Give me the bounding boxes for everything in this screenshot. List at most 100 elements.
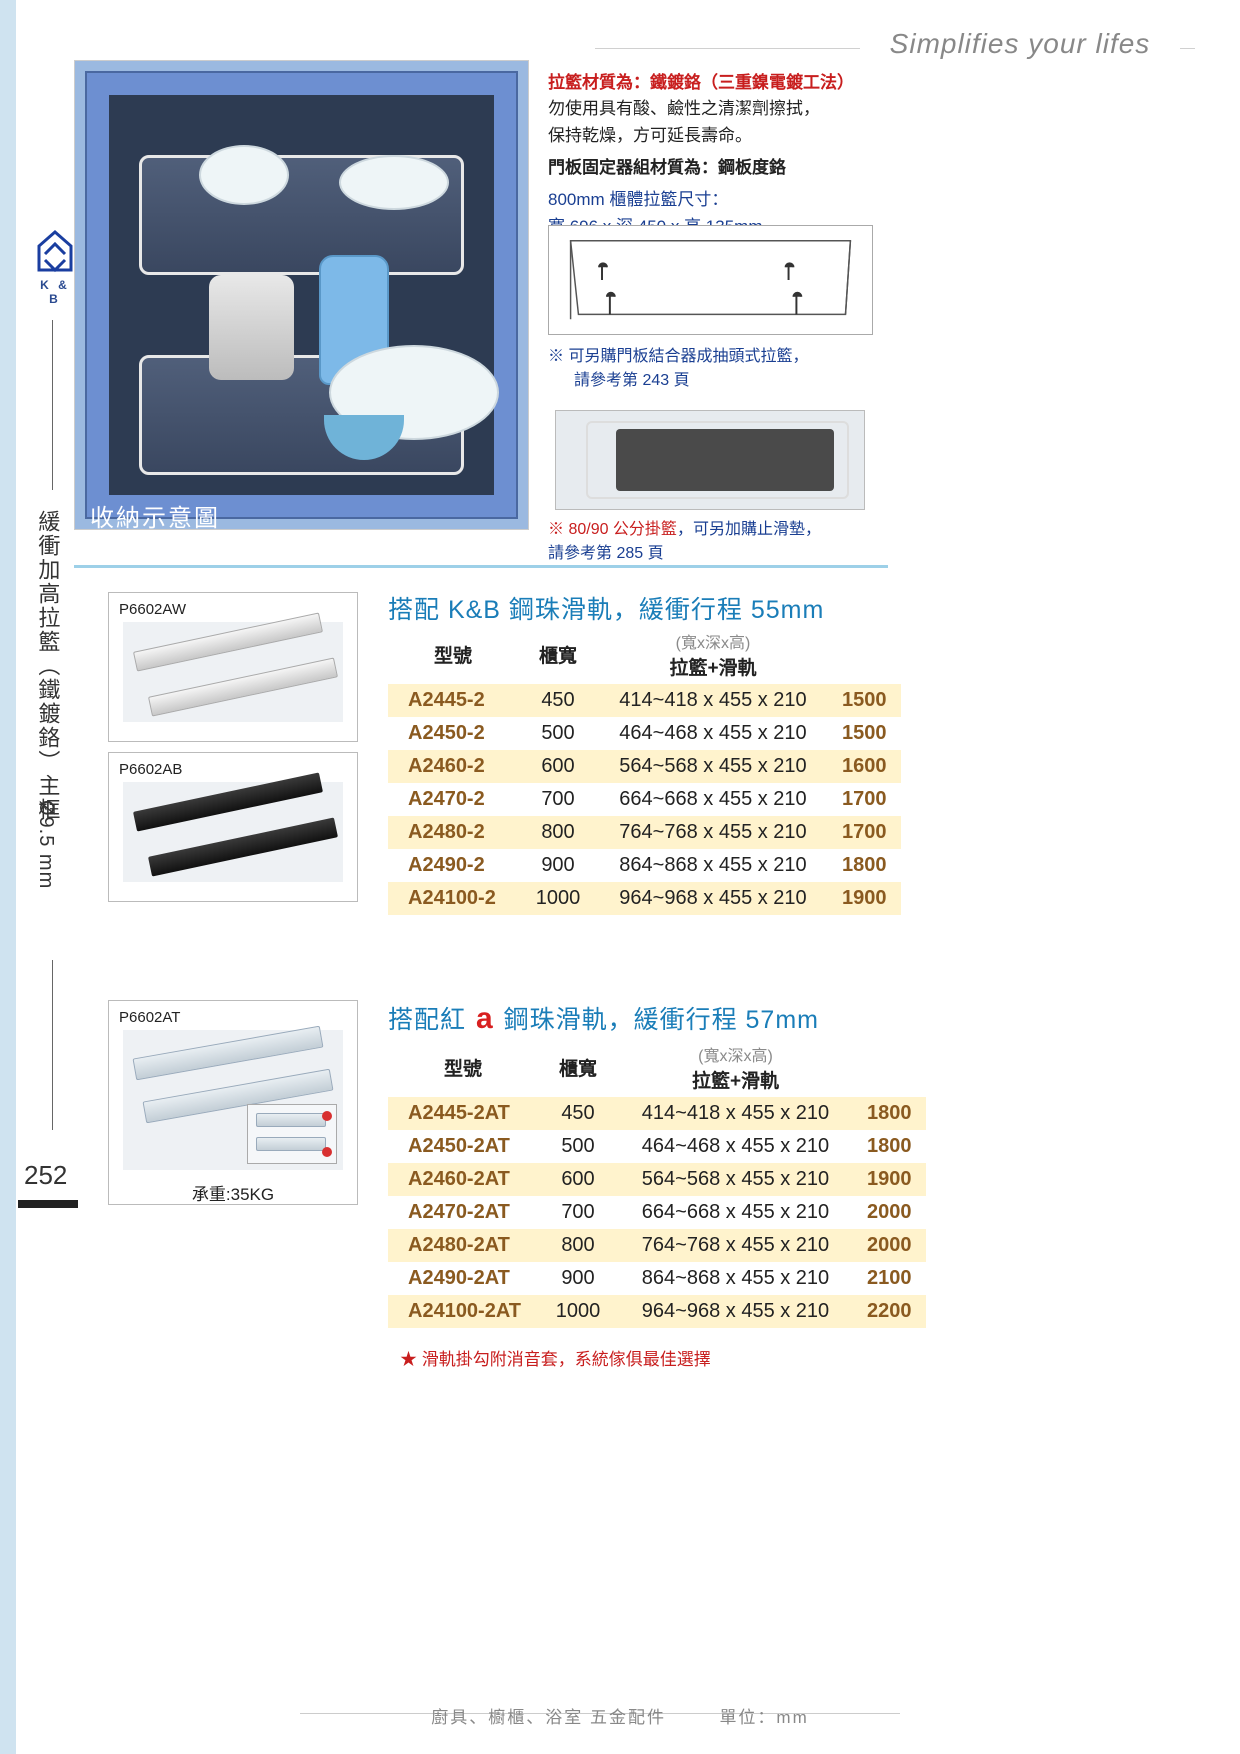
cell-price: 1800 (853, 1097, 926, 1130)
table-row: A2470-2700664~668 x 455 x 2101700 (388, 783, 901, 816)
cell-dim: 464~468 x 455 x 210 (618, 1130, 853, 1163)
cell-model: A2460-2AT (388, 1163, 538, 1196)
cell-model: A2450-2 (388, 717, 518, 750)
cell-price: 2200 (853, 1295, 926, 1328)
table-row: A2450-2AT500464~468 x 455 x 2101800 (388, 1130, 926, 1163)
cell-model: A2450-2AT (388, 1130, 538, 1163)
table-row: A2445-2450414~418 x 455 x 2101500 (388, 684, 901, 717)
cell-model: A2480-2 (388, 816, 518, 849)
margin-bar (0, 0, 16, 1754)
material-value: 鐵鍍鉻（三重鎳電鍍工法） (650, 73, 854, 92)
hero-caption: 收納示意圖 (90, 498, 220, 533)
cell-price: 1900 (853, 1163, 926, 1196)
cell-price: 1700 (828, 816, 901, 849)
cell-width: 500 (518, 717, 598, 750)
table-row: A24100-21000964~968 x 455 x 2101900 (388, 882, 901, 915)
side-rule (52, 960, 53, 1130)
cell-width: 600 (518, 750, 598, 783)
page-tick (18, 1200, 78, 1208)
cell-price: 1500 (828, 684, 901, 717)
cell-model: A24100-2 (388, 882, 518, 915)
table-row: A24100-2AT1000964~968 x 455 x 2102200 (388, 1295, 926, 1328)
spec-table-2: 型號 櫃寬 (寬x深x高)拉籃+滑軌 A2445-2AT450414~418 x… (388, 1038, 926, 1328)
col-model: 型號 (388, 1038, 538, 1097)
cell-price: 2000 (853, 1229, 926, 1262)
table-row: A2445-2AT450414~418 x 455 x 2101800 (388, 1097, 926, 1130)
table-row: A2460-2600564~568 x 455 x 2101600 (388, 750, 901, 783)
table-row: A2490-2900864~868 x 455 x 2101800 (388, 849, 901, 882)
cell-model: A2490-2 (388, 849, 518, 882)
table-row: A2480-2800764~768 x 455 x 2101700 (388, 816, 901, 849)
cell-width: 450 (518, 684, 598, 717)
cell-price: 1600 (828, 750, 901, 783)
cell-model: A2445-2 (388, 684, 518, 717)
table1-title: 搭配 K&B 鋼珠滑軌，緩衝行程 55mm (388, 590, 824, 626)
header-slogan: Simplifies your lifes (860, 28, 1180, 60)
cell-width: 700 (538, 1196, 618, 1229)
warning-line: 勿使用具有酸、鹼性之清潔劑擦拭， (548, 96, 878, 122)
cell-price: 1800 (853, 1130, 926, 1163)
section-divider (74, 565, 888, 568)
size-label: 800mm 櫃體拉籃尺寸： (548, 187, 878, 213)
cell-width: 900 (538, 1262, 618, 1295)
cell-width: 500 (538, 1130, 618, 1163)
spec-table-1: 型號 櫃寬 (寬x深x高)拉籃+滑軌 A2445-2450414~418 x 4… (388, 625, 901, 915)
cell-price: 1900 (828, 882, 901, 915)
cell-dim: 464~468 x 455 x 210 (598, 717, 828, 750)
cell-dim: 664~668 x 455 x 210 (598, 783, 828, 816)
cell-width: 900 (518, 849, 598, 882)
mat-thumbnail (555, 410, 865, 510)
cell-price: 2000 (853, 1196, 926, 1229)
info-block: 拉籃材質為：鐵鍍鉻（三重鎳電鍍工法） 勿使用具有酸、鹼性之清潔劑擦拭， 保持乾燥… (548, 70, 878, 240)
cell-dim: 414~418 x 455 x 210 (598, 684, 828, 717)
cell-width: 800 (538, 1229, 618, 1262)
col-model: 型號 (388, 625, 518, 684)
cell-model: A24100-2AT (388, 1295, 538, 1328)
cell-dim: 964~968 x 455 x 210 (598, 882, 828, 915)
cell-dim: 864~868 x 455 x 210 (598, 849, 828, 882)
cell-model: A2470-2AT (388, 1196, 538, 1229)
cell-dim: 864~868 x 455 x 210 (618, 1262, 853, 1295)
info-note-1: ※ 可另購門板結合器成抽頭式拉籃， 請參考第 243 頁 (548, 345, 878, 393)
hero-image (74, 60, 529, 530)
brand-logo: K & B (32, 230, 78, 306)
cell-dim: 564~568 x 455 x 210 (598, 750, 828, 783)
cell-width: 700 (518, 783, 598, 816)
cell-price: 2100 (853, 1262, 926, 1295)
cell-dim: 964~968 x 455 x 210 (618, 1295, 853, 1328)
cell-dim: 764~768 x 455 x 210 (618, 1229, 853, 1262)
cell-price: 1800 (828, 849, 901, 882)
col-width: 櫃寬 (538, 1038, 618, 1097)
cell-dim: 414~418 x 455 x 210 (618, 1097, 853, 1130)
cell-dim: 764~768 x 455 x 210 (598, 816, 828, 849)
cell-model: A2480-2AT (388, 1229, 538, 1262)
footer: 廚具、櫥櫃、浴室 五金配件 單位：mm (0, 1703, 1240, 1728)
slide-card: P6602AW (108, 592, 358, 742)
table-row: A2470-2AT700664~668 x 455 x 2102000 (388, 1196, 926, 1229)
cell-dim: 664~668 x 455 x 210 (618, 1196, 853, 1229)
table-row: A2490-2AT900864~868 x 455 x 2102100 (388, 1262, 926, 1295)
brand-name: K & B (32, 278, 78, 306)
col-width: 櫃寬 (518, 625, 598, 684)
cell-price: 1700 (828, 783, 901, 816)
cell-model: A2445-2AT (388, 1097, 538, 1130)
cell-model: A2470-2 (388, 783, 518, 816)
card-label: P6602AT (119, 1009, 347, 1026)
material-label: 拉籃材質為： (548, 73, 650, 92)
col-dim: (寬x深x高)拉籃+滑軌 (598, 625, 828, 684)
cell-width: 600 (538, 1163, 618, 1196)
table-row: A2450-2500464~468 x 455 x 2101500 (388, 717, 901, 750)
card-caption: 承重:35KG (109, 1180, 357, 1211)
cell-width: 1000 (518, 882, 598, 915)
cell-model: A2460-2 (388, 750, 518, 783)
table-row: A2460-2AT600564~568 x 455 x 2101900 (388, 1163, 926, 1196)
section-title-vertical: 緩衝加高拉籃（鐵鍍鉻）主框 (34, 510, 60, 822)
table-row: A2480-2AT800764~768 x 455 x 2102000 (388, 1229, 926, 1262)
side-rule (52, 320, 53, 490)
footer-left: 廚具、櫥櫃、浴室 五金配件 (431, 1708, 666, 1727)
info-note-2: ※ 80/90 公分掛籃，可另加購止滑墊， 請參考第 285 頁 (548, 518, 888, 566)
cell-width: 1000 (538, 1295, 618, 1328)
plate-material: 門板固定器組材質為：鋼板度鉻 (548, 155, 878, 181)
cell-price: 1500 (828, 717, 901, 750)
cell-width: 800 (518, 816, 598, 849)
